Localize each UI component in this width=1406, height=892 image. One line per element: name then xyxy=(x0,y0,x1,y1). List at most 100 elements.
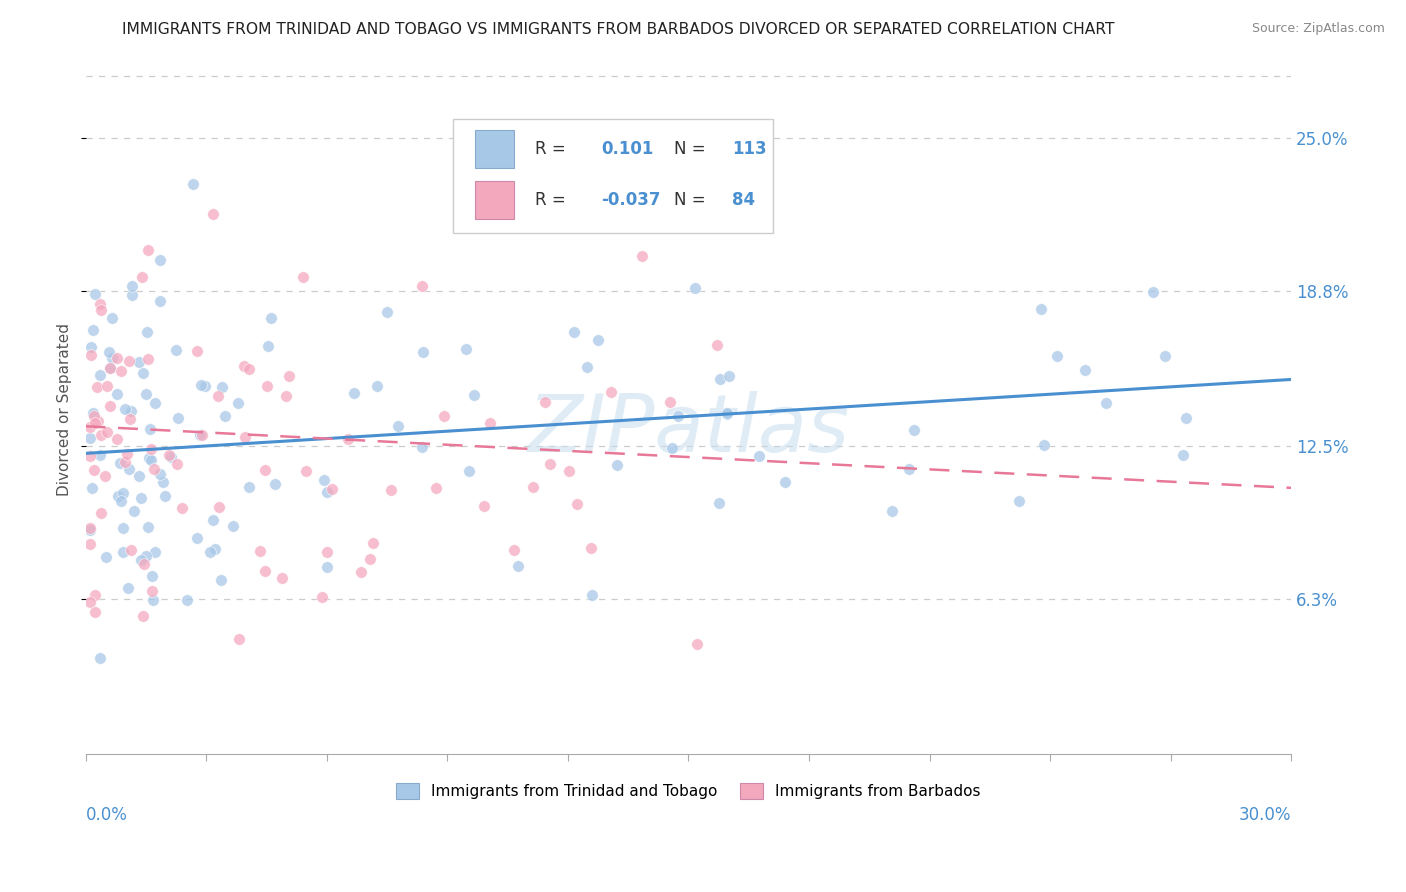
Point xyxy=(209,573,232,587)
Point xyxy=(311,590,333,604)
Point xyxy=(105,432,128,446)
Point xyxy=(136,326,159,340)
Point xyxy=(79,419,101,434)
Point xyxy=(202,514,225,528)
Point xyxy=(90,427,112,442)
Point xyxy=(165,343,187,357)
Point xyxy=(132,367,155,381)
Point xyxy=(658,394,681,409)
Point xyxy=(80,348,103,362)
Point xyxy=(1033,438,1056,452)
Point xyxy=(204,541,226,556)
Point xyxy=(166,411,188,425)
Point xyxy=(188,428,211,442)
Point xyxy=(295,464,318,478)
Point xyxy=(131,270,153,285)
Point xyxy=(110,364,132,378)
Point xyxy=(425,481,447,495)
Point xyxy=(366,379,388,393)
Point xyxy=(136,352,159,367)
Point xyxy=(90,506,112,520)
Point xyxy=(257,338,280,352)
Point xyxy=(105,351,128,365)
Point xyxy=(86,380,108,394)
Point xyxy=(96,379,118,393)
Point xyxy=(201,207,224,221)
Point xyxy=(136,520,159,534)
Point xyxy=(312,473,335,487)
Point xyxy=(581,588,603,602)
Point xyxy=(82,406,104,420)
Point xyxy=(166,457,188,471)
Point xyxy=(1175,411,1198,425)
Point xyxy=(84,588,107,602)
Point xyxy=(79,537,101,551)
Point xyxy=(349,566,371,580)
Text: 113: 113 xyxy=(733,139,766,158)
Point xyxy=(716,406,738,420)
Point xyxy=(198,545,221,559)
Point xyxy=(107,489,129,503)
Point xyxy=(141,583,163,598)
Text: R =: R = xyxy=(536,191,567,210)
Point xyxy=(155,489,177,503)
Point xyxy=(259,310,281,325)
Point xyxy=(120,403,142,417)
Point xyxy=(565,497,588,511)
Point xyxy=(254,463,277,477)
Point xyxy=(143,396,166,410)
Point xyxy=(94,549,117,564)
Point xyxy=(579,541,602,556)
Point xyxy=(226,396,249,410)
Point xyxy=(181,178,204,192)
Point xyxy=(576,360,599,375)
Point xyxy=(157,448,180,462)
Point xyxy=(87,415,110,429)
Point xyxy=(558,465,581,479)
Point xyxy=(89,449,111,463)
Point xyxy=(534,395,557,409)
Point xyxy=(600,385,623,400)
Point xyxy=(118,462,141,476)
Point xyxy=(114,455,136,469)
Point xyxy=(606,458,628,472)
Text: 30.0%: 30.0% xyxy=(1239,805,1291,823)
Point xyxy=(142,593,165,607)
Point xyxy=(1142,285,1164,299)
Point xyxy=(207,389,229,403)
Point xyxy=(479,416,502,430)
Point xyxy=(685,281,707,295)
Point xyxy=(190,427,212,442)
Point xyxy=(359,552,381,566)
Point xyxy=(135,386,157,401)
Point xyxy=(387,419,409,434)
Point xyxy=(194,379,217,393)
Text: 0.0%: 0.0% xyxy=(86,805,128,823)
Point xyxy=(228,632,250,646)
Point xyxy=(686,637,709,651)
Point xyxy=(773,475,796,490)
Point xyxy=(898,462,921,476)
Point xyxy=(120,412,142,426)
Point xyxy=(748,449,770,463)
Point xyxy=(172,500,194,515)
Point xyxy=(96,425,118,439)
Point xyxy=(79,431,101,445)
Point xyxy=(145,545,167,559)
FancyBboxPatch shape xyxy=(475,181,513,219)
Point xyxy=(707,496,730,510)
Point xyxy=(129,553,152,567)
Text: N =: N = xyxy=(673,139,706,158)
Point xyxy=(139,422,162,436)
Point xyxy=(1007,494,1029,508)
Point xyxy=(134,557,156,571)
Point xyxy=(277,369,299,384)
Point xyxy=(82,323,104,337)
Y-axis label: Divorced or Separated: Divorced or Separated xyxy=(58,323,72,496)
Point xyxy=(83,409,105,424)
Point xyxy=(315,484,337,499)
Point xyxy=(149,293,172,308)
Point xyxy=(588,334,610,348)
Point xyxy=(456,343,478,357)
Point xyxy=(380,483,402,497)
